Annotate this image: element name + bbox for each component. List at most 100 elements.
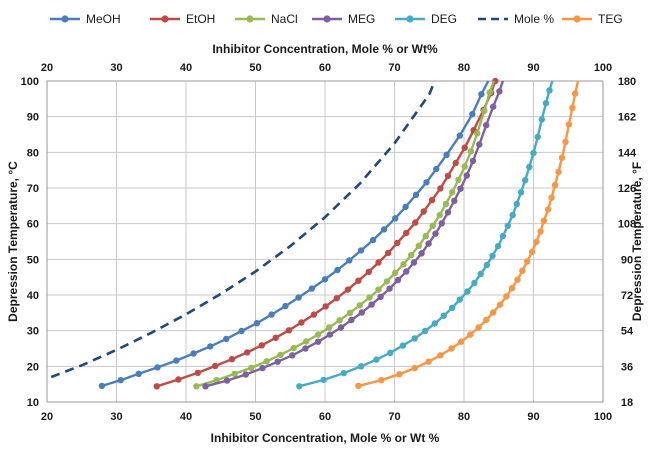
data-point	[475, 324, 482, 331]
data-point	[228, 356, 236, 363]
data-point	[423, 179, 430, 186]
data-point	[469, 111, 476, 118]
data-point	[259, 364, 266, 372]
data-point	[340, 369, 347, 377]
data-point	[542, 99, 550, 107]
legend-marker	[323, 15, 331, 23]
y-tick-label-right: 180	[618, 76, 636, 88]
data-point	[519, 267, 526, 274]
data-point	[481, 107, 488, 115]
data-point	[314, 331, 322, 338]
y-tick-label-left: 50	[27, 254, 39, 266]
data-point	[320, 376, 327, 384]
data-point	[437, 185, 444, 192]
data-point	[486, 89, 493, 96]
y-tick-label-right: 72	[621, 290, 633, 302]
legend-marker	[61, 15, 69, 23]
x-tick-label-top: 100	[594, 62, 612, 74]
x-tick-label-top: 30	[110, 62, 122, 74]
data-point	[212, 362, 219, 370]
y-tick-label-left: 30	[27, 326, 39, 338]
data-point	[504, 222, 511, 229]
legend-marker	[573, 15, 581, 23]
data-point	[154, 364, 161, 371]
data-point	[544, 206, 552, 213]
data-point	[569, 104, 576, 112]
data-point	[117, 377, 124, 384]
x-tick-label-bottom: 50	[249, 411, 261, 423]
data-point	[558, 154, 566, 161]
data-point	[431, 320, 438, 327]
data-point	[392, 215, 399, 222]
y-tick-label-right: 90	[621, 254, 633, 266]
x-tick-label-top: 50	[249, 62, 261, 74]
data-point	[346, 309, 354, 316]
data-point	[478, 91, 485, 98]
data-point	[444, 172, 452, 180]
data-point	[428, 196, 436, 204]
data-point	[455, 176, 462, 183]
data-point	[289, 352, 296, 359]
data-point	[540, 217, 548, 224]
data-point	[422, 232, 429, 240]
y-tick-label-left: 100	[21, 76, 39, 88]
data-point	[425, 240, 432, 247]
data-point	[546, 87, 553, 94]
x-tick-label-top: 70	[388, 62, 400, 74]
legend-item: NaCl	[235, 12, 298, 26]
data-point	[366, 294, 373, 301]
series-mole	[50, 80, 436, 379]
data-point	[253, 320, 261, 327]
data-point	[282, 302, 289, 310]
data-point	[461, 144, 468, 151]
data-point	[533, 238, 540, 246]
legend-label: EtOH	[186, 12, 215, 26]
data-point	[436, 211, 443, 219]
x-tick-label-bottom: 80	[458, 411, 470, 423]
data-point	[483, 122, 490, 129]
data-point	[442, 200, 450, 208]
data-point	[440, 312, 447, 319]
data-point	[517, 189, 525, 196]
legend-item: EtOH	[150, 12, 215, 26]
data-point	[508, 285, 516, 292]
data-point	[461, 163, 468, 170]
data-point	[355, 382, 362, 390]
data-point	[513, 200, 520, 208]
y-tick-label-right: 144	[618, 147, 637, 159]
data-point	[308, 285, 315, 292]
data-point	[425, 358, 432, 365]
legend-item: Mole %	[478, 12, 554, 26]
data-point	[509, 211, 516, 219]
data-point	[207, 343, 214, 350]
x-tick-label-bottom: 70	[388, 411, 400, 423]
data-point	[231, 370, 238, 377]
data-point	[336, 317, 343, 324]
legend-marker	[406, 15, 414, 23]
data-point	[534, 133, 541, 141]
series-teg	[355, 80, 580, 390]
plot-frame	[46, 80, 604, 403]
x-tick-label-top: 90	[527, 62, 539, 74]
data-point	[310, 311, 318, 318]
series-nacl	[193, 80, 496, 390]
x-tick-label-top: 40	[180, 62, 192, 74]
legend-label: MEG	[348, 12, 375, 26]
data-point	[357, 247, 365, 254]
data-point	[421, 327, 429, 335]
y-tick-label-right: 162	[618, 112, 636, 124]
data-point	[334, 266, 341, 274]
data-point	[477, 270, 484, 278]
y-tick-label-left: 40	[27, 290, 39, 302]
data-point	[295, 294, 302, 301]
data-point	[412, 191, 420, 198]
x-axis-bottom-title: Inhibitor Concentration, Mole % or Wt %	[211, 431, 440, 445]
data-point	[429, 222, 436, 229]
data-point	[194, 369, 201, 376]
y-axis-left-title: Depression Temperature, °C	[6, 161, 20, 322]
data-point	[449, 304, 456, 311]
series-line	[50, 80, 436, 379]
series-meg	[202, 80, 505, 390]
data-point	[490, 103, 497, 110]
